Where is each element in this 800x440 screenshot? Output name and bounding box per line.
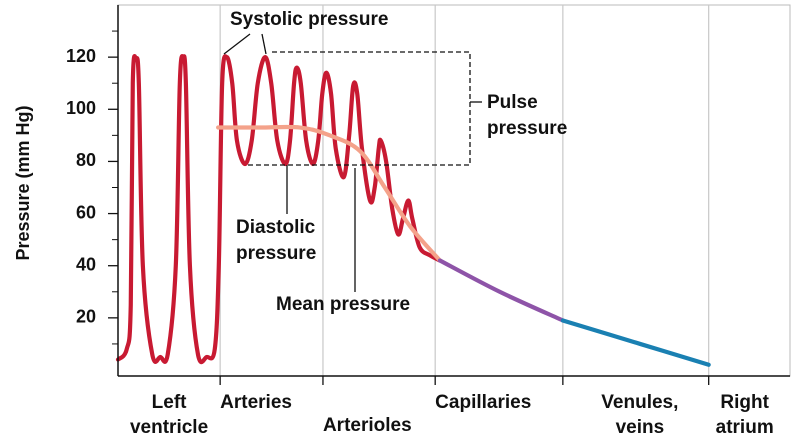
y-axis-title: Pressure (mm Hg) <box>13 105 33 260</box>
series-line <box>437 258 565 323</box>
series-line <box>216 124 442 263</box>
x-tick-label: Arteries <box>220 392 292 413</box>
annotation: Pulse pressure <box>487 92 568 139</box>
annotation-leaders <box>223 33 482 292</box>
series-group <box>115 54 711 367</box>
series-line <box>560 318 711 367</box>
x-tick-label: Arterioles <box>322 415 412 436</box>
x-tick-label: Right atrium <box>715 392 774 438</box>
y-tick-label: 120 <box>66 46 96 66</box>
y-tick-label: 20 <box>76 307 96 327</box>
x-tick-label: Venules, veins <box>601 392 679 438</box>
y-tick-label: 80 <box>76 150 96 170</box>
pulse-bracket <box>245 51 471 166</box>
leader-line <box>261 33 267 55</box>
leader-line <box>223 33 251 55</box>
x-region-label: Left ventricle <box>129 392 209 438</box>
grid <box>108 5 710 385</box>
annotation: Diastolic pressure <box>236 217 317 264</box>
series-line <box>115 54 442 365</box>
y-tick-label: 40 <box>76 254 96 274</box>
annotation: Mean pressure <box>276 294 411 315</box>
x-tick-label: Capillaries <box>435 392 532 413</box>
y-tick-label: 100 <box>66 98 96 118</box>
annotation: Systolic pressure <box>230 9 389 30</box>
y-tick-label: 60 <box>76 202 96 222</box>
